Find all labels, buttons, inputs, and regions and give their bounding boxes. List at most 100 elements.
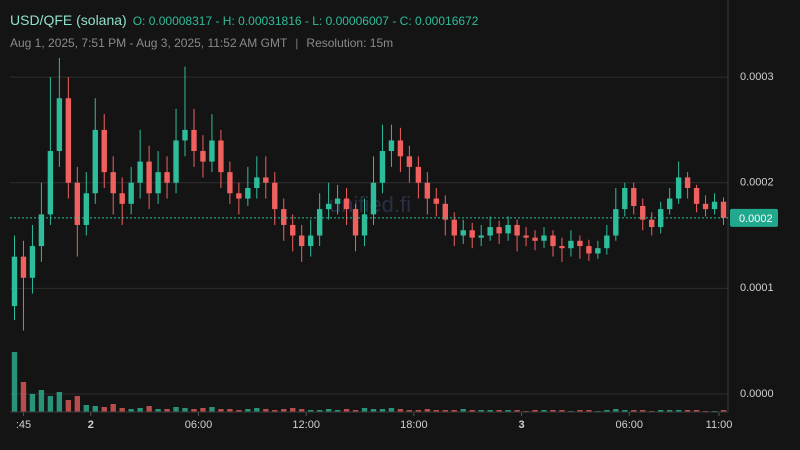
- candle-body: [29, 246, 36, 278]
- candle-body: [586, 246, 592, 254]
- candle-body: [110, 172, 116, 194]
- volume-bar: [622, 410, 628, 412]
- candle-body: [675, 177, 682, 199]
- candle-body: [11, 256, 18, 307]
- watermark: unified.fi: [329, 192, 411, 217]
- ohlc-readout: O: 0.00008317 - H: 0.00031816 - L: 0.000…: [133, 14, 479, 28]
- volume-bar: [559, 410, 565, 412]
- candle-layer: [11, 57, 727, 331]
- candle-body: [137, 161, 143, 183]
- volume-bar: [343, 409, 350, 412]
- candle-body: [469, 230, 475, 238]
- last-price-box: [730, 208, 778, 227]
- candle-body: [379, 151, 386, 183]
- volume-bar: [684, 410, 691, 412]
- candle-body: [173, 140, 179, 183]
- candle-body: [56, 98, 63, 152]
- y-tick-label: 0.0003: [740, 71, 774, 83]
- volume-bar: [298, 409, 305, 412]
- volume-bar: [20, 382, 27, 412]
- volume-bar: [361, 408, 368, 412]
- separator: -: [388, 14, 400, 28]
- candle-body: [218, 140, 224, 173]
- candle-body: [361, 214, 368, 236]
- separator: -: [212, 14, 223, 28]
- candle-body: [325, 203, 332, 210]
- candle-body: [236, 193, 242, 199]
- ohlc-value: 0.00016672: [415, 14, 479, 28]
- volume-bar: [290, 408, 296, 412]
- volume-bar: [191, 409, 197, 412]
- candle-body: [702, 203, 709, 210]
- candle-body: [92, 129, 98, 194]
- volume-bar: [514, 410, 520, 412]
- volume-bar: [460, 409, 466, 412]
- volume-bar: [640, 410, 646, 412]
- candle-body: [640, 205, 646, 220]
- candle-body: [191, 129, 197, 152]
- candle-body: [290, 224, 296, 236]
- volume-bar: [675, 410, 682, 412]
- candle-body: [523, 235, 529, 238]
- volume-bar: [137, 408, 143, 412]
- candle-body: [514, 224, 520, 236]
- candle-body: [47, 151, 54, 215]
- volume-bar: [693, 410, 700, 412]
- volume-bar: [379, 409, 386, 412]
- candle-body: [38, 214, 45, 247]
- candle-body: [487, 227, 493, 236]
- volume-bar: [613, 409, 619, 412]
- volume-bar: [101, 407, 107, 412]
- volume-bar: [173, 407, 179, 412]
- candle-body: [406, 156, 413, 167]
- candle-body: [200, 151, 206, 162]
- volume-bar: [200, 408, 206, 412]
- volume-bar: [433, 410, 440, 412]
- candle-body: [155, 172, 161, 194]
- volume-bar: [83, 405, 89, 412]
- volume-bar: [604, 410, 610, 412]
- volume-bar: [146, 406, 152, 412]
- candle-body: [101, 129, 107, 173]
- ohlc-label: C:: [399, 14, 412, 28]
- candle-body: [451, 219, 457, 236]
- volume-bar: [263, 409, 269, 412]
- candle-body: [622, 187, 628, 210]
- candle-body: [316, 209, 323, 236]
- candle-body: [711, 201, 718, 210]
- candle-body: [559, 246, 565, 249]
- candle-body: [424, 182, 431, 199]
- ohlc-value: 0.00031816: [238, 14, 302, 28]
- subtitle-row: Aug 1, 2025, 7:51 PM - Aug 3, 2025, 11:5…: [10, 32, 478, 54]
- volume-bar: [325, 409, 332, 412]
- volume-bar: [720, 410, 727, 412]
- volume-bar: [415, 410, 422, 412]
- candle-body: [164, 172, 170, 183]
- candle-body: [541, 235, 547, 241]
- volume-bar: [352, 410, 359, 412]
- volume-bar: [272, 410, 278, 412]
- subtitle: Aug 1, 2025, 7:51 PM - Aug 3, 2025, 11:5…: [10, 36, 288, 50]
- candle-body: [415, 166, 422, 183]
- candle-body: [397, 140, 404, 157]
- candle-body: [119, 193, 125, 204]
- volume-bar: [586, 410, 592, 412]
- volume-bar: [666, 410, 673, 412]
- volume-bar: [487, 410, 493, 412]
- candle-body: [613, 209, 619, 236]
- candle-body: [550, 235, 556, 247]
- candle-body: [83, 193, 89, 225]
- candle-body: [496, 227, 502, 234]
- volume-bar: [550, 410, 556, 412]
- volume-bar: [496, 410, 502, 412]
- candle-body: [666, 198, 673, 210]
- candle-body: [532, 237, 538, 241]
- volume-bar: [47, 396, 54, 412]
- candle-body: [263, 177, 269, 183]
- volume-bar: [657, 410, 664, 412]
- candle-body: [128, 182, 134, 204]
- volume-bar: [110, 404, 116, 412]
- candle-body: [334, 198, 341, 204]
